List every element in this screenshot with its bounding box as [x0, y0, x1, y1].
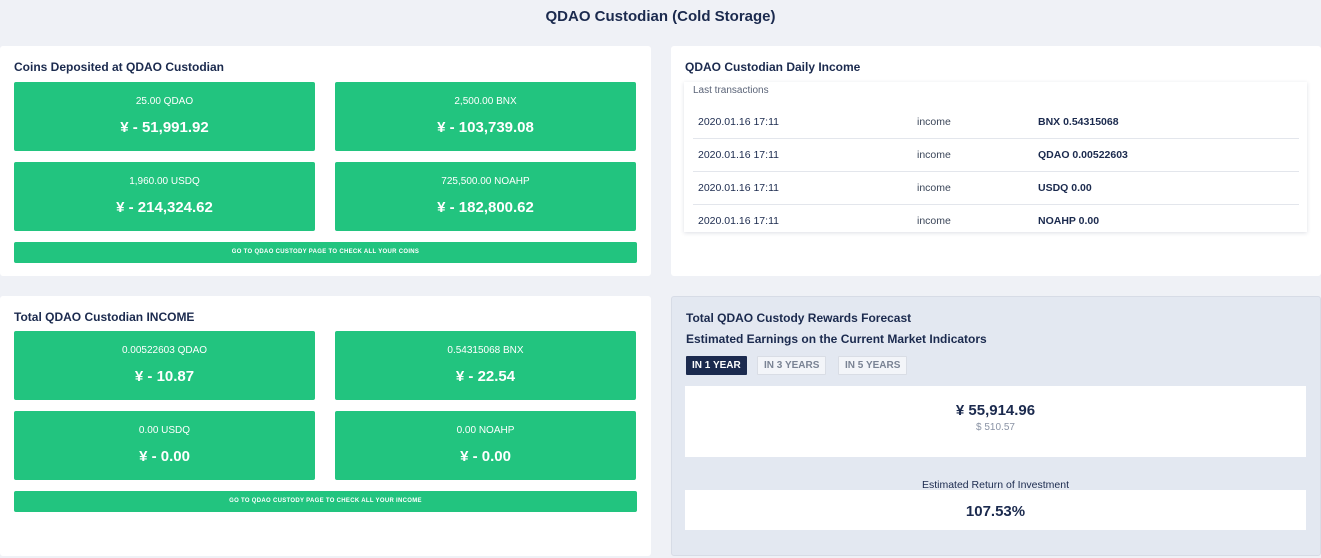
roi-band: Estimated Return of Investment [685, 457, 1306, 491]
check-all-income-button[interactable]: GO TO QDAO CUSTODY PAGE TO CHECK ALL YOU… [14, 491, 637, 512]
transaction-amount: QDAO 0.00522603 [1038, 149, 1128, 161]
transaction-amount: BNX 0.54315068 [1038, 116, 1119, 128]
income-tile-noahp[interactable]: 0.00 NOAHP ¥ - 0.00 [335, 411, 636, 480]
transaction-row: 2020.01.16 17:11 income QDAO 0.00522603 [693, 139, 1299, 172]
check-all-coins-button[interactable]: GO TO QDAO CUSTODY PAGE TO CHECK ALL YOU… [14, 242, 637, 263]
income-tile-usdq[interactable]: 0.00 USDQ ¥ - 0.00 [14, 411, 315, 480]
transaction-type: income [917, 149, 951, 161]
deposit-tile-bnx[interactable]: 2,500.00 BNX ¥ - 103,739.08 [335, 82, 636, 151]
transaction-type: income [917, 116, 951, 128]
forecast-title: Total QDAO Custody Rewards Forecast [686, 311, 912, 325]
roi-label: Estimated Return of Investment [921, 479, 1070, 491]
deposit-tile-usdq[interactable]: 1,960.00 USDQ ¥ - 214,324.62 [14, 162, 315, 231]
deposit-tile-qdao[interactable]: 25.00 QDAO ¥ - 51,991.92 [14, 82, 315, 151]
tile-amount: 0.00 NOAHP [456, 425, 515, 436]
tile-amount: 0.54315068 BNX [447, 345, 524, 356]
tile-amount: 25.00 QDAO [135, 96, 194, 107]
transactions-caption: Last transactions [693, 85, 769, 96]
tab-5-years[interactable]: IN 5 YEARS [838, 356, 908, 375]
tile-amount: 1,960.00 USDQ [129, 176, 200, 187]
roi-box: 107.53% [685, 490, 1306, 530]
tile-value: ¥ - 182,800.62 [437, 199, 534, 216]
transaction-date: 2020.01.16 17:11 [698, 215, 779, 227]
tile-value: ¥ - 214,324.62 [116, 199, 213, 216]
tile-value: ¥ - 22.54 [455, 368, 516, 385]
tile-value: ¥ - 51,991.92 [120, 119, 209, 136]
deposit-tile-noahp[interactable]: 725,500.00 NOAHP ¥ - 182,800.62 [335, 162, 636, 231]
tab-3-years[interactable]: IN 3 YEARS [757, 356, 827, 375]
coins-deposited-title: Coins Deposited at QDAO Custodian [14, 60, 225, 74]
transaction-amount: NOAHP 0.00 [1038, 215, 1100, 227]
transaction-row: 2020.01.16 17:11 income USDQ 0.00 [693, 172, 1299, 205]
tab-1-year[interactable]: IN 1 YEAR [686, 356, 747, 375]
earnings-usd: $ 510.57 [976, 422, 1015, 433]
transaction-date: 2020.01.16 17:11 [698, 116, 779, 128]
transaction-row: 2020.01.16 17:11 income NOAHP 0.00 [693, 205, 1299, 232]
roi-value: 107.53% [965, 503, 1026, 520]
transactions-panel[interactable]: Last transactions 2020.01.16 17:11 incom… [684, 82, 1307, 232]
transaction-date: 2020.01.16 17:11 [698, 182, 779, 194]
earnings-cny: ¥ 55,914.96 [955, 402, 1036, 419]
tile-amount: 0.00 USDQ [138, 425, 191, 436]
transaction-type: income [917, 215, 951, 227]
tile-value: ¥ - 10.87 [134, 368, 195, 385]
tile-amount: 0.00522603 QDAO [121, 345, 208, 356]
tile-value: ¥ - 0.00 [460, 448, 511, 465]
tile-value: ¥ - 103,739.08 [437, 119, 534, 136]
page-title: QDAO Custodian (Cold Storage) [545, 8, 776, 25]
income-tile-qdao[interactable]: 0.00522603 QDAO ¥ - 10.87 [14, 331, 315, 400]
daily-income-title: QDAO Custodian Daily Income [685, 60, 861, 74]
transaction-type: income [917, 182, 951, 194]
total-income-title: Total QDAO Custodian INCOME [14, 310, 195, 324]
earnings-box: ¥ 55,914.96 $ 510.57 [685, 386, 1306, 457]
tile-amount: 725,500.00 NOAHP [441, 176, 530, 187]
tile-value: ¥ - 0.00 [139, 448, 190, 465]
transaction-amount: USDQ 0.00 [1038, 182, 1092, 194]
transaction-date: 2020.01.16 17:11 [698, 149, 779, 161]
transaction-row: 2020.01.16 17:11 income BNX 0.54315068 [693, 106, 1299, 139]
income-tile-bnx[interactable]: 0.54315068 BNX ¥ - 22.54 [335, 331, 636, 400]
tile-amount: 2,500.00 BNX [454, 96, 517, 107]
forecast-subtitle: Estimated Earnings on the Current Market… [686, 332, 987, 346]
